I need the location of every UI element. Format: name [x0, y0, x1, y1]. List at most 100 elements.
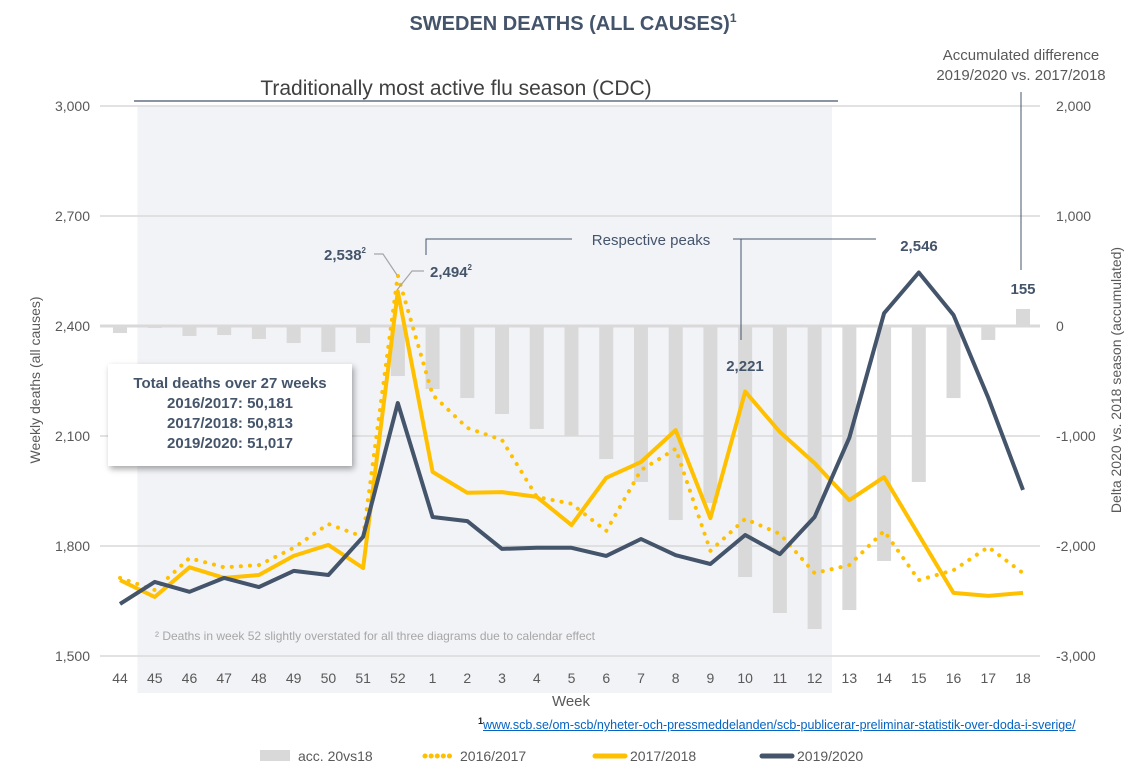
y2-tick-label: -3,000: [1056, 648, 1096, 664]
bar-acc-20vs18: [321, 326, 336, 352]
footnote-2: ² Deaths in week 52 slightly overstated …: [155, 629, 596, 643]
legend-label: acc. 20vs18: [298, 748, 373, 764]
y2-axis-label: Delta 2020 vs. 2018 season (accumulated): [1108, 247, 1124, 513]
x-tick-label: 46: [182, 670, 198, 686]
series-line-2019-2020: [118, 270, 1025, 606]
y-tick-label: 2,100: [55, 428, 90, 444]
bar-acc-20vs18: [286, 326, 301, 344]
chart-title: SWEDEN DEATHS (ALL CAUSES)1: [409, 11, 736, 35]
peak-1718-label: 2,4942: [430, 263, 473, 281]
x-tick-label: 51: [355, 670, 371, 686]
legend-label: 2019/2020: [797, 748, 863, 764]
y2-tick-label: -2,000: [1056, 538, 1096, 554]
peak-1617-label: 2,5382: [324, 246, 367, 264]
x-tick-label: 8: [672, 670, 680, 686]
x-tick-label: 17: [980, 670, 996, 686]
x-tick-label: 16: [946, 670, 962, 686]
x-tick-label: 11: [773, 670, 788, 686]
source-note: 1www.scb.se/om-scb/nyheter-och-pressmedd…: [478, 716, 1076, 732]
acc-diff-label-2: 2019/2020 vs. 2017/2018: [936, 67, 1105, 84]
peak-1718-w10-label: 2,221: [726, 358, 764, 375]
x-tick-label: 5: [568, 670, 576, 686]
bar-acc-20vs18: [425, 326, 440, 390]
x-tick-label: 13: [842, 670, 858, 686]
bar-acc-20vs18: [495, 326, 510, 414]
bar-acc-20vs18: [390, 326, 405, 377]
series-line-2016-2017: [118, 273, 1025, 592]
peak-1920-label: 2,546: [900, 238, 938, 255]
y-axis-label: Weekly deaths (all causes): [27, 296, 43, 463]
source-link[interactable]: www.scb.se/om-scb/nyheter-och-pressmedde…: [483, 718, 1076, 733]
x-tick-label: 47: [216, 670, 232, 686]
legend-label: 2017/2018: [630, 748, 696, 764]
x-tick-label: 7: [637, 670, 645, 686]
y-tick-label: 1,800: [55, 538, 90, 554]
x-tick-label: 49: [286, 670, 302, 686]
peaks-leader-left: [425, 238, 572, 255]
x-tick-label: 44: [112, 670, 128, 686]
x-tick-label: 50: [321, 670, 337, 686]
flu-season-label: Traditionally most active flu season (CD…: [260, 77, 651, 100]
peak-1617-leader: [374, 253, 398, 276]
x-tick-label: 4: [533, 670, 541, 686]
x-tick-label: 52: [390, 670, 406, 686]
legend-swatch: [260, 750, 290, 761]
bar-acc-20vs18: [217, 326, 232, 336]
totals-line: 2016/2017: 50,181: [167, 395, 293, 412]
totals-line: 2017/2018: 50,813: [167, 415, 293, 432]
totals-box: Total deaths over 27 weeks 2016/2017: 50…: [108, 364, 352, 466]
bar-acc-20vs18: [877, 326, 892, 561]
bar-acc-20vs18: [251, 326, 266, 339]
x-tick-label: 10: [737, 670, 753, 686]
bar-acc-20vs18: [668, 326, 683, 521]
bar-acc-20vs18: [356, 326, 371, 344]
legend-label: 2016/2017: [460, 748, 526, 764]
x-tick-label: 15: [911, 670, 927, 686]
x-tick-label: 18: [1015, 670, 1031, 686]
bar-acc-20vs18: [842, 326, 857, 611]
acc-diff-label-1: Accumulated difference: [943, 47, 1099, 64]
x-tick-label: 3: [498, 670, 506, 686]
bar-acc-20vs18: [1016, 308, 1030, 326]
bar-acc-20vs18: [460, 326, 475, 399]
x-tick-label: 2: [463, 670, 471, 686]
y-tick-label: 1,500: [55, 648, 90, 664]
y-tick-label: 3,000: [55, 98, 90, 114]
totals-title: Total deaths over 27 weeks: [133, 375, 327, 392]
x-tick-label: 9: [707, 670, 715, 686]
bar-acc-20vs18: [807, 326, 822, 630]
bar-acc-20vs18: [182, 326, 197, 337]
y2-tick-label: 1,000: [1056, 208, 1091, 224]
bar-acc-20vs18: [147, 326, 162, 328]
x-tick-label: 1: [429, 670, 437, 686]
y2-tick-label: 2,000: [1056, 98, 1091, 114]
bar-acc-20vs18: [633, 326, 648, 482]
y2-tick-label: -1,000: [1056, 428, 1096, 444]
totals-line: 2019/2020: 51,017: [167, 435, 293, 452]
bar-acc-20vs18: [703, 326, 718, 503]
peaks-label: Respective peaks: [592, 232, 710, 249]
source-sup: 1: [478, 716, 484, 726]
x-tick-label: 6: [602, 670, 610, 686]
x-tick-label: 14: [876, 670, 892, 686]
bar-acc-20vs18: [738, 326, 753, 578]
series-line-2017-2018: [119, 289, 1024, 599]
x-tick-label: 48: [251, 670, 267, 686]
bar-acc-20vs18: [911, 326, 926, 482]
acc-end-label: 155: [1010, 281, 1035, 298]
bar-acc-20vs18: [113, 326, 127, 334]
x-tick-label: 12: [807, 670, 823, 686]
bar-acc-20vs18: [981, 326, 996, 340]
bar-acc-20vs18: [564, 326, 579, 436]
bar-acc-20vs18: [772, 326, 787, 613]
legend: acc. 20vs18 2016/2017 2017/2018 2019/2020: [260, 748, 863, 764]
bar-acc-20vs18: [529, 326, 544, 429]
bar-acc-20vs18: [946, 326, 961, 399]
x-tick-label: 45: [147, 670, 163, 686]
y2-tick-label: 0: [1056, 318, 1064, 334]
peak-1718-leader: [396, 270, 424, 291]
y-tick-label: 2,400: [55, 318, 90, 334]
y-tick-label: 2,700: [55, 208, 90, 224]
